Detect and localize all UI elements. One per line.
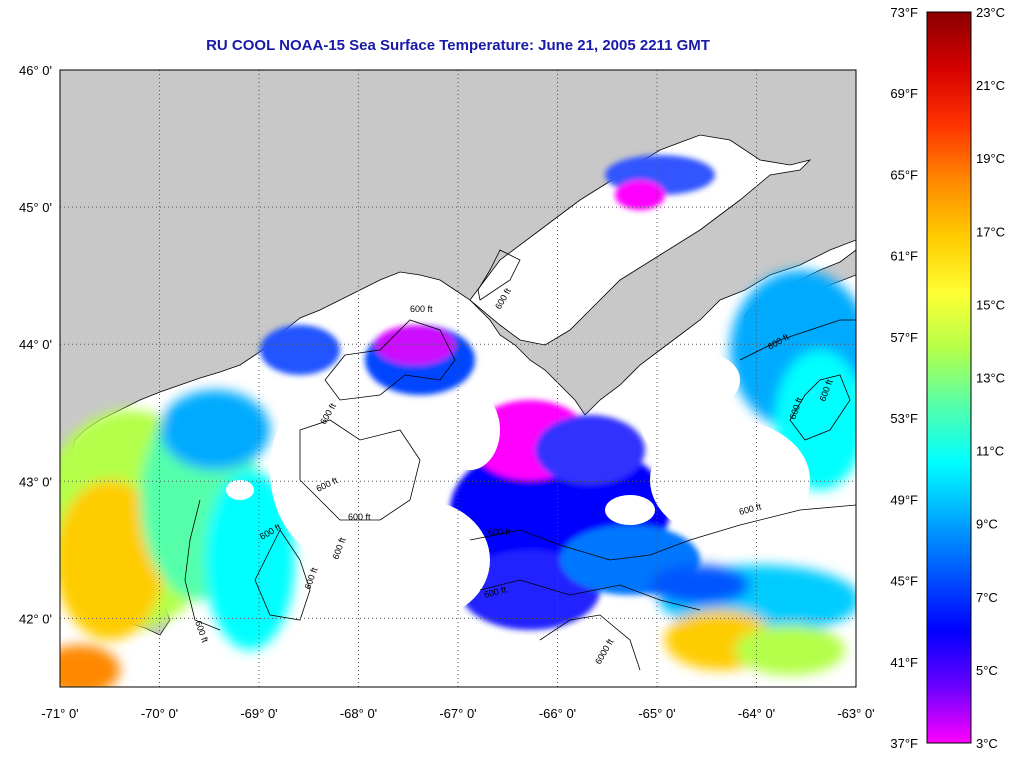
contour-label: 600 ft — [348, 512, 371, 522]
lon-axis: -71° 0' -70° 0' -69° 0' -68° 0' -67° 0' -66° … — [41, 706, 874, 721]
sst-east — [650, 270, 856, 675]
contour-label: 600 ft — [488, 527, 511, 537]
colorbar-f-label: 73°F — [890, 5, 918, 20]
colorbar-c-label: 5°C — [976, 663, 998, 678]
colorbar-c-label: 21°C — [976, 78, 1005, 93]
lon-tick-label: -65° 0' — [638, 706, 675, 721]
lat-tick-label: 44° 0' — [19, 337, 52, 352]
lon-tick-label: -68° 0' — [340, 706, 377, 721]
colorbar-c-label: 11°C — [976, 444, 1004, 459]
colorbar-c-label: 23°C — [976, 5, 1005, 20]
isobath-contours — [184, 249, 856, 671]
chart-title: RU COOL NOAA-15 Sea Surface Temperature:… — [206, 37, 710, 54]
colorbar-c-label: 13°C — [976, 371, 1005, 386]
map-area[interactable] — [40, 70, 870, 695]
lon-tick-label: -70° 0' — [141, 706, 178, 721]
lon-tick-label: -67° 0' — [439, 706, 476, 721]
lat-tick-label: 42° 0' — [19, 611, 52, 626]
lon-tick-label: -64° 0' — [738, 706, 775, 721]
cloud-patches — [226, 355, 810, 620]
colorbar-celsius-labels: 23°C 21°C 19°C 17°C 15°C 13°C 11°C 9°C 7°C 5°C 3°C — [976, 5, 1005, 751]
colorbar-f-label: 65°F — [890, 167, 918, 182]
colorbar-f-label: 57°F — [890, 330, 918, 345]
colorbar-c-label: 17°C — [976, 224, 1005, 239]
contour-label: 600 ft — [410, 304, 433, 314]
colorbar-f-label: 41°F — [890, 655, 918, 670]
lon-tick-label: -71° 0' — [41, 706, 78, 721]
colorbar-f-label: 61°F — [890, 249, 918, 264]
lat-tick-label: 45° 0' — [19, 200, 52, 215]
colorbar-f-label: 69°F — [890, 86, 918, 101]
colorbar-c-label: 3°C — [976, 736, 998, 751]
sst-cold-center — [260, 155, 715, 630]
colorbar-f-label: 37°F — [890, 736, 918, 751]
lon-tick-label: -63° 0' — [837, 706, 874, 721]
map-frame — [59, 69, 857, 688]
lat-tick-label: 46° 0' — [19, 63, 52, 78]
colorbar-f-label: 49°F — [890, 492, 918, 507]
graticule — [60, 70, 856, 687]
colorbar-c-label: 7°C — [976, 590, 998, 605]
colorbar-f-label: 53°F — [890, 411, 918, 426]
colorbar — [926, 11, 972, 744]
lat-axis: 46° 0' 45° 0' 44° 0' 43° 0' 42° 0' — [19, 63, 52, 626]
colorbar-fahrenheit-labels: 73°F 69°F 65°F 61°F 57°F 53°F 49°F 45°F 41°F 37°F — [890, 5, 918, 751]
lon-tick-label: -69° 0' — [240, 706, 277, 721]
sst-warm-coastal — [60, 390, 295, 687]
colorbar-c-label: 19°C — [976, 151, 1005, 166]
colorbar-c-label: 9°C — [976, 517, 998, 532]
lon-tick-label: -66° 0' — [539, 706, 576, 721]
colorbar-f-label: 45°F — [890, 574, 918, 589]
colorbar-c-label: 15°C — [976, 297, 1005, 312]
bay-of-fundy — [469, 134, 812, 346]
lat-tick-label: 43° 0' — [19, 474, 52, 489]
